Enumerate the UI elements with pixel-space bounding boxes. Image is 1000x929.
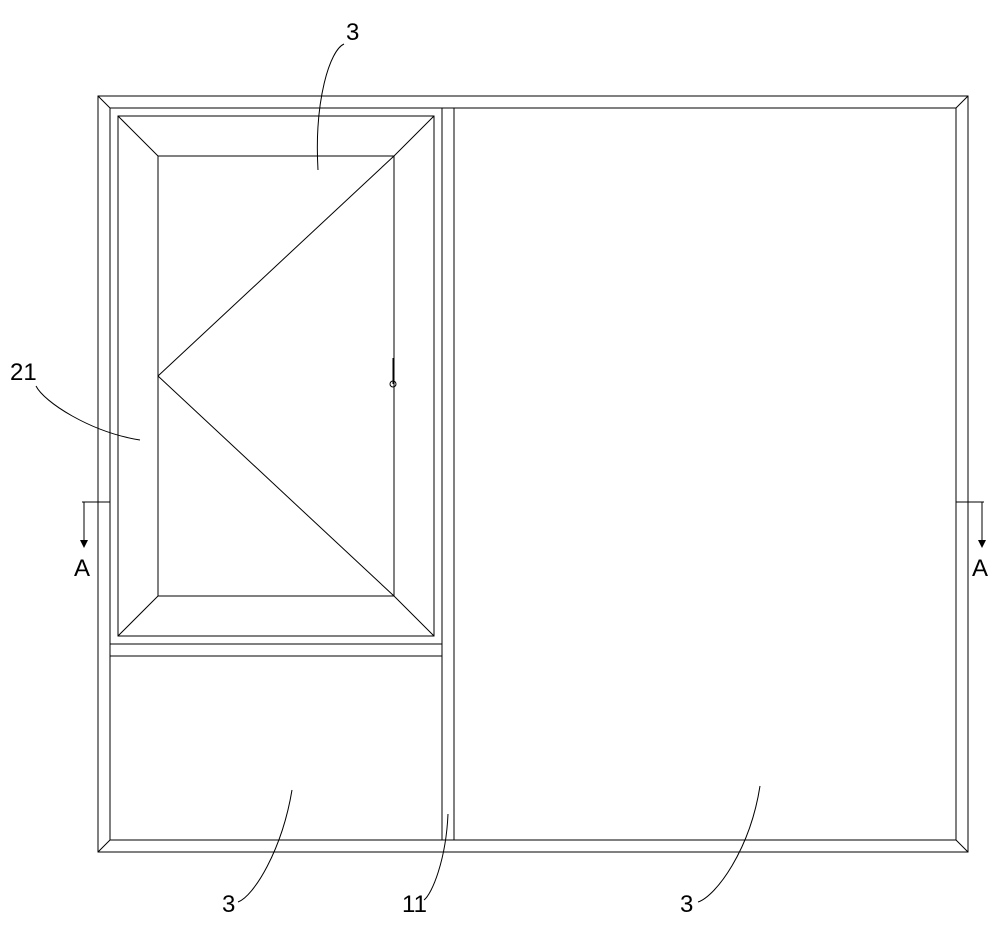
label-3-top: 3 xyxy=(346,19,359,46)
sash-miter-tr xyxy=(394,116,434,156)
label-3-top-leader xyxy=(317,44,344,170)
opening-line-top xyxy=(158,156,394,376)
sash-outer xyxy=(118,116,434,636)
outer-frame-outer xyxy=(98,96,968,852)
outer-frame-miter-br xyxy=(956,840,968,852)
label-3-bottom-left: 3 xyxy=(222,891,235,918)
sash-inner xyxy=(158,156,394,596)
sash-miter-tl xyxy=(118,116,158,156)
sash-miter-br xyxy=(394,596,434,636)
label-21: 21 xyxy=(10,359,37,386)
outer-frame-miter-tr xyxy=(956,96,968,108)
label-3-bottom-right-leader xyxy=(698,786,760,902)
label-11-leader xyxy=(424,814,448,900)
outer-frame-inner xyxy=(110,108,956,840)
label-3-bottom-left-leader xyxy=(238,790,292,902)
outer-frame-miter-tl xyxy=(98,96,110,108)
outer-frame-miter-bl xyxy=(98,840,110,852)
label-21-leader xyxy=(36,386,140,440)
sash-miter-bl xyxy=(118,596,158,636)
section-marker-left-label: A xyxy=(74,555,90,582)
section-marker-right-label: A xyxy=(972,555,988,582)
opening-line-bottom xyxy=(158,376,394,596)
label-3-bottom-right: 3 xyxy=(680,891,693,918)
label-11: 11 xyxy=(402,891,427,918)
